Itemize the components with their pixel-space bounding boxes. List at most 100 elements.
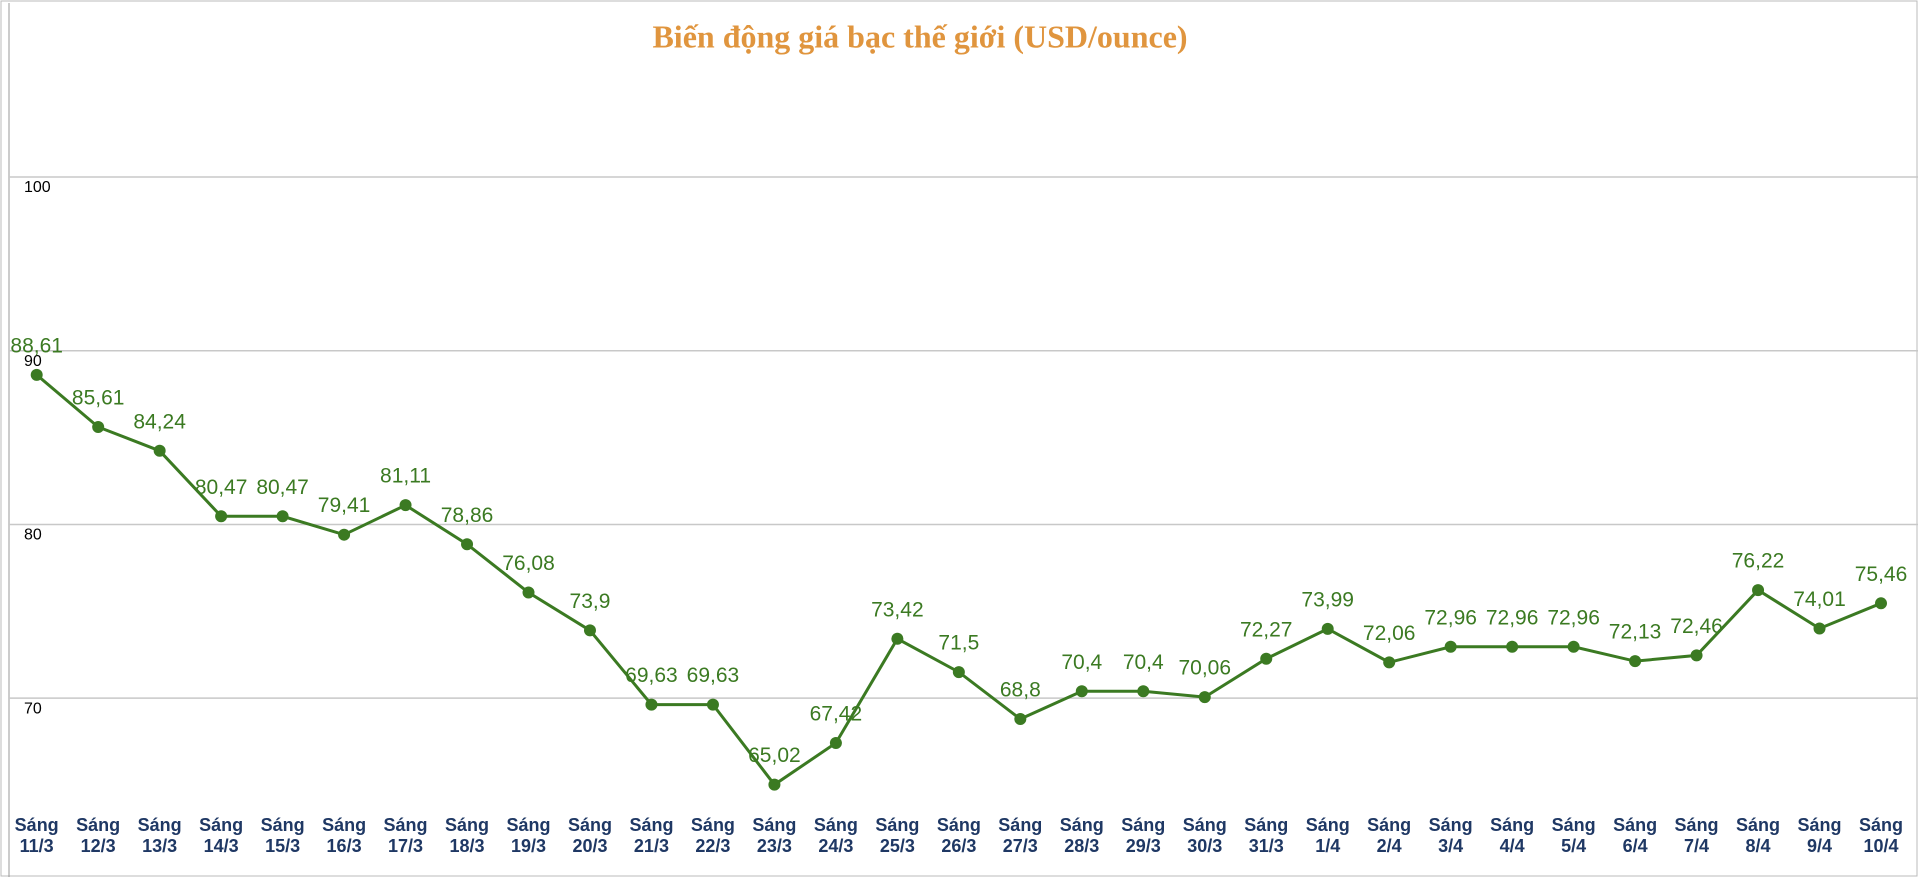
point xyxy=(1075,685,1088,698)
data-label: 70,4 xyxy=(1123,651,1164,674)
point xyxy=(829,736,842,749)
x-tick-label: Sáng 19/3 xyxy=(506,815,551,856)
x-tick-label: Sáng 6/4 xyxy=(1613,815,1658,856)
point xyxy=(645,698,658,711)
point xyxy=(153,444,166,457)
point xyxy=(399,499,412,512)
x-tick-label: Sáng 20/3 xyxy=(567,815,612,856)
point xyxy=(891,632,904,645)
point xyxy=(1198,691,1211,704)
x-tick-label: Sáng 2/4 xyxy=(1367,815,1412,856)
point xyxy=(30,368,43,381)
point xyxy=(1444,640,1457,653)
data-label: 73,9 xyxy=(570,590,611,613)
data-label: 74,01 xyxy=(1793,588,1846,611)
point xyxy=(1752,584,1765,597)
data-label: 76,08 xyxy=(502,552,555,575)
x-tick-label: Sáng 29/3 xyxy=(1121,815,1166,856)
x-tick-label: Sáng 25/3 xyxy=(875,815,920,856)
x-tick-label: Sáng 16/3 xyxy=(322,815,367,856)
data-label: 72,96 xyxy=(1424,606,1477,629)
y-tick-label: 90 xyxy=(24,353,42,370)
point xyxy=(1567,640,1580,653)
point xyxy=(1260,652,1273,665)
point xyxy=(706,698,719,711)
data-label: 88,61 xyxy=(10,334,63,357)
x-tick-label: Sáng 4/4 xyxy=(1490,815,1535,856)
data-label: 80,47 xyxy=(256,476,309,499)
point xyxy=(1137,685,1150,698)
x-tick-label: Sáng 11/3 xyxy=(14,815,59,856)
x-tick-label: Sáng 30/3 xyxy=(1182,815,1227,856)
point xyxy=(1014,713,1027,726)
chart-title: Biến động giá bạc thế giới (USD/ounce) xyxy=(652,18,1187,54)
x-tick-label: Sáng 14/3 xyxy=(199,815,244,856)
data-label: 73,99 xyxy=(1301,588,1354,611)
x-tick-label: Sáng 13/3 xyxy=(137,815,182,856)
data-label: 72,46 xyxy=(1670,615,1723,638)
data-label: 78,86 xyxy=(441,504,494,527)
point xyxy=(1690,649,1703,662)
point xyxy=(522,586,535,599)
x-tick-label: Sáng 15/3 xyxy=(260,815,305,856)
data-label: 72,27 xyxy=(1240,618,1293,641)
data-label: 72,06 xyxy=(1363,622,1416,645)
x-tick-label: Sáng 12/3 xyxy=(76,815,121,856)
x-tick-label: Sáng 24/3 xyxy=(813,815,858,856)
point xyxy=(92,420,105,433)
x-tick-label: Sáng 31/3 xyxy=(1244,815,1289,856)
point xyxy=(215,510,228,523)
y-tick-label: 80 xyxy=(24,527,42,544)
x-tick-label: Sáng 8/4 xyxy=(1736,815,1781,856)
data-label: 70,06 xyxy=(1178,657,1231,680)
point xyxy=(1506,640,1519,653)
point xyxy=(1875,597,1887,610)
y-tick-label: 100 xyxy=(24,179,51,196)
data-label: 69,63 xyxy=(625,664,678,687)
data-label: 67,42 xyxy=(810,703,863,726)
data-label: 76,22 xyxy=(1732,550,1785,573)
point xyxy=(1383,656,1396,669)
x-tick-label: Sáng 27/3 xyxy=(998,815,1043,856)
x-tick-label: Sáng 3/4 xyxy=(1428,815,1473,856)
data-label: 65,02 xyxy=(748,744,801,767)
line xyxy=(35,373,1882,787)
x-tick-label: Sáng 21/3 xyxy=(629,815,674,856)
data-label: 71,5 xyxy=(938,632,979,655)
x-tick-label: Sáng 5/4 xyxy=(1551,815,1596,856)
data-label: 72,96 xyxy=(1486,606,1539,629)
x-tick-label: Sáng 22/3 xyxy=(690,815,735,856)
point xyxy=(583,624,596,637)
data-label: 75,46 xyxy=(1855,563,1908,586)
x-tick-label: Sáng 1/4 xyxy=(1305,815,1350,856)
point xyxy=(1813,622,1826,635)
x-tick-label: Sáng 18/3 xyxy=(445,815,490,856)
data-label: 69,63 xyxy=(687,664,740,687)
point xyxy=(461,538,474,551)
x-tick-label: Sáng 17/3 xyxy=(383,815,428,856)
point xyxy=(276,510,289,523)
data-label: 84,24 xyxy=(133,410,186,433)
point xyxy=(952,666,965,679)
data-label: 73,42 xyxy=(871,598,924,621)
x-tick-label: Sáng 23/3 xyxy=(752,815,797,856)
y-tick-label: 70 xyxy=(24,700,42,717)
data-label: 85,61 xyxy=(72,387,125,410)
data-label: 80,47 xyxy=(195,476,248,499)
data-label: 79,41 xyxy=(318,494,371,517)
data-label: 70,4 xyxy=(1061,651,1102,674)
point xyxy=(768,778,781,791)
x-tick-label: Sáng 7/4 xyxy=(1674,815,1719,856)
data-label: 68,8 xyxy=(1000,679,1041,702)
x-tick-label: Sáng 26/3 xyxy=(936,815,981,856)
x-tick-label: Sáng 28/3 xyxy=(1059,815,1104,856)
point xyxy=(1629,655,1642,668)
point xyxy=(338,528,351,541)
x-tick-label: Sáng 9/4 xyxy=(1797,815,1842,856)
point xyxy=(1321,622,1334,635)
data-label: 72,13 xyxy=(1609,621,1662,644)
data-label: 72,96 xyxy=(1547,606,1600,629)
